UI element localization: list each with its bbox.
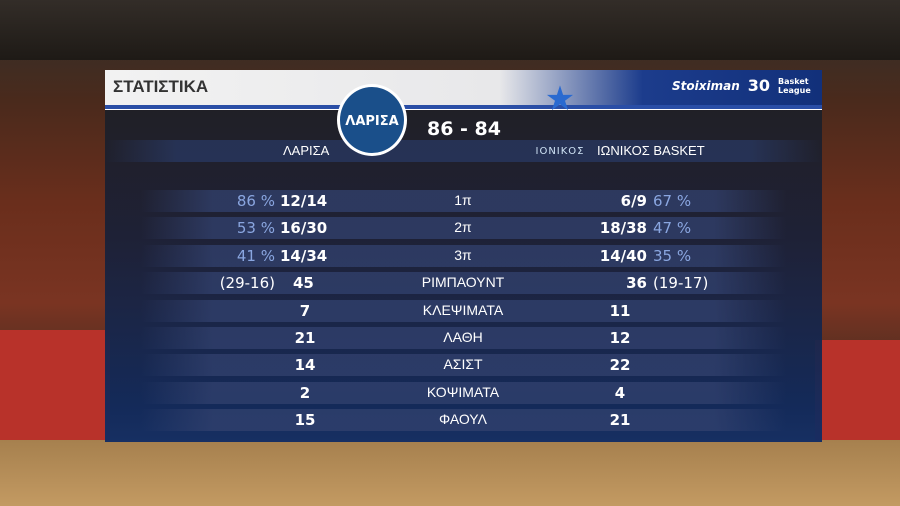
stat-label: 2π — [454, 219, 472, 236]
league-name: Basket League — [778, 76, 811, 95]
stat-label: 1π — [454, 192, 472, 208]
home-stat-value: 7 — [299, 301, 311, 320]
stat-row: 2 ΚΟΨΙΜΑΤΑ 4 — [105, 381, 822, 404]
away-stat-extra: 47 % — [653, 219, 692, 238]
away-team-name: ΙΩΝΙΚΟΣ BASKET — [597, 143, 705, 158]
home-team-name: ΛΑΡΙΣΑ — [283, 143, 330, 158]
home-stat-value: 14/34 — [280, 246, 328, 265]
away-stat-value: 12 — [609, 329, 631, 347]
stat-label: ΚΛΕΨΙΜΑΤΑ — [422, 301, 504, 318]
stat-row: 41 % 14/34 3π 14/40 35 % — [105, 244, 822, 267]
stat-row: 14 ΑΣΙΣΤ 22 — [105, 354, 822, 377]
stat-label: ΦΑΟΥΛ — [439, 411, 487, 428]
home-team-logo: ΛΑΡΙΣΑ — [337, 84, 407, 156]
court-paint-right — [815, 340, 900, 440]
away-team-logo: ★ ΙΟΝΙΚΟΣ — [525, 82, 595, 162]
stat-row: 15 ΦΑΟΥΛ 21 — [105, 409, 822, 432]
away-stat-value: 18/38 — [599, 219, 647, 238]
sponsor-logo: Stoiximan 30 Basket League — [672, 76, 811, 95]
away-stat-value: 22 — [609, 356, 631, 375]
stat-row: (29-16) 45 ΡΙΜΠΑΟΥΝΤ 36 (19-17) — [105, 272, 822, 295]
stat-row: 21 ΛΑΘΗ 12 — [105, 327, 822, 349]
header-band — [105, 105, 822, 110]
stat-row: 7 ΚΛΕΨΙΜΑΤΑ 11 — [105, 299, 822, 322]
team-row — [105, 140, 822, 162]
stat-label: 3π — [454, 246, 472, 263]
home-stat-value: 14 — [294, 356, 316, 375]
stat-label: ΑΣΙΣΤ — [443, 356, 483, 373]
panel-header: ΣΤΑΤΙΣΤΙΚΑ Stoiximan 30 Basket League — [105, 70, 822, 105]
away-stat-extra: 67 % — [653, 192, 692, 210]
court-paint-left — [0, 330, 110, 440]
arena-ceiling — [0, 0, 900, 60]
home-stat-value: 2 — [299, 383, 311, 402]
away-stat-value: 14/40 — [599, 246, 647, 265]
star-icon: ★ — [544, 79, 576, 119]
away-stat-extra: 35 % — [653, 246, 692, 265]
home-stat-extra: 41 % — [236, 246, 275, 265]
home-stat-extra: 86 % — [236, 192, 275, 210]
home-stat-value: 45 — [293, 274, 314, 293]
home-stat-value: 16/30 — [280, 219, 328, 238]
home-stat-extra: 53 % — [236, 219, 275, 238]
away-stat-value: 4 — [614, 383, 626, 402]
panel-title: ΣΤΑΤΙΣΤΙΚΑ — [113, 77, 209, 96]
league-number: 30 — [747, 76, 770, 95]
away-stat-value: 11 — [609, 301, 631, 320]
score: 86 - 84 — [427, 118, 501, 140]
home-stat-value: 15 — [294, 411, 316, 430]
stat-label: ΚΟΨΙΜΑΤΑ — [426, 383, 500, 400]
stat-label: ΡΙΜΠΑΟΥΝΤ — [421, 274, 505, 291]
stats-panel: ΣΤΑΤΙΣΤΙΚΑ Stoiximan 30 Basket League ΛΑ… — [105, 70, 822, 442]
away-stat-value: 21 — [609, 411, 631, 430]
home-stat-extra: (29-16) — [219, 274, 275, 293]
basketball-court — [0, 440, 900, 506]
away-stat-value: 6/9 — [620, 192, 647, 210]
stat-label: ΛΑΘΗ — [443, 329, 483, 345]
stat-row: 53 % 16/30 2π 18/38 47 % — [105, 217, 822, 240]
home-stat-value: 12/14 — [280, 192, 328, 210]
away-stat-value: 36 — [626, 274, 647, 293]
stat-row: 86 % 12/14 1π 6/9 67 % — [105, 190, 822, 212]
away-stat-extra: (19-17) — [653, 274, 709, 293]
home-stat-value: 21 — [294, 329, 316, 347]
